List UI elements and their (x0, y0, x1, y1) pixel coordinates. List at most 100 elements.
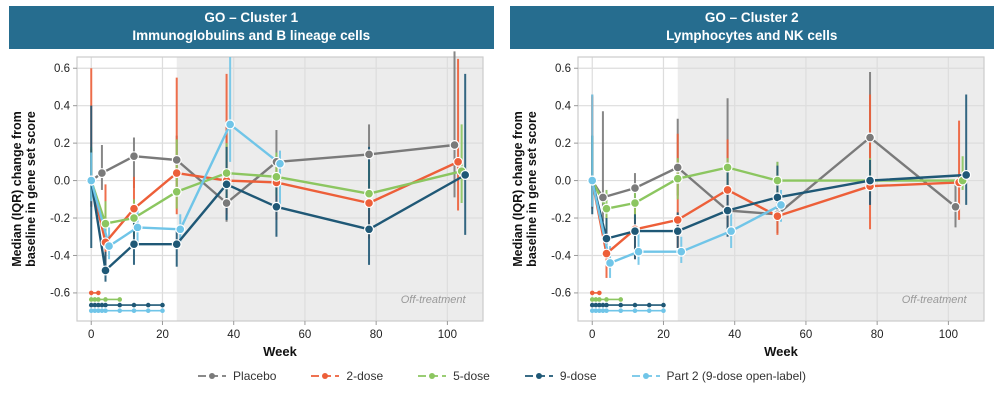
dosing-dot (131, 308, 137, 313)
series-line (590, 135, 957, 216)
series-points (86, 165, 467, 229)
legend: Placebo 2-dose 5-dose 9-dose Part 2 (9-dose … (0, 369, 1003, 383)
data-point (629, 182, 640, 193)
data-point (100, 265, 111, 276)
dosing-dot (92, 302, 98, 308)
dosing-dot (160, 302, 165, 308)
cluster2-chart: Off-treatment 0.6 0.4 0.2 0.0 -0.2 -0.4 -0.6 0 20… (511, 56, 985, 359)
data-point (171, 186, 182, 197)
panel-cluster1: GO – Cluster 1 Immunoglobulins and B lin… (9, 6, 494, 367)
data-point (128, 238, 139, 249)
legend-item-placebo: Placebo (197, 369, 276, 383)
data-point (600, 203, 611, 214)
data-point (128, 212, 139, 223)
dosing-dot (596, 296, 602, 302)
series-line (89, 160, 460, 244)
series-points (86, 119, 286, 251)
data-point (221, 167, 232, 178)
dosing-dot (117, 296, 123, 302)
x-tick-label: 80 (870, 329, 883, 341)
data-point (86, 175, 97, 186)
series-line (89, 173, 467, 272)
data-point (672, 225, 683, 236)
data-point (725, 225, 736, 236)
panel-title-line2: Immunoglobulins and B lineage cells (132, 27, 371, 43)
data-point (453, 156, 464, 167)
dosing-dot (660, 302, 666, 308)
dosing-dot (589, 308, 595, 313)
data-point (221, 178, 232, 189)
legend-dot (535, 372, 542, 379)
data-point (771, 175, 782, 186)
data-point (722, 162, 733, 173)
data-point (775, 199, 786, 210)
dosing-dot (593, 308, 598, 313)
y-tick-label: -0.2 (50, 212, 70, 224)
data-point (271, 171, 282, 182)
panel-border (76, 56, 484, 322)
y-tick-label: 0.2 (555, 138, 571, 150)
x-tick-label: 100 (938, 329, 957, 341)
x-tick-label: 40 (227, 329, 240, 341)
legend-marker-icon (311, 372, 340, 379)
cluster1-chart: Off-treatment 0.6 0.4 0.2 0.0 -0.2 -0.4 -0.6 0 20… (10, 51, 484, 359)
x-axis-label: Week (263, 344, 297, 359)
data-point (364, 188, 375, 199)
dosing-dot (646, 302, 652, 308)
dosing-schedule-row (589, 296, 623, 302)
x-tick-label: 20 (657, 329, 670, 341)
y-tick-label: 0.4 (555, 100, 572, 112)
legend-marker-icon (524, 372, 553, 379)
dosing-dot (117, 302, 123, 308)
data-point (104, 240, 115, 251)
x-tick-label: 40 (728, 329, 741, 341)
legend-label: 9-dose (559, 368, 597, 383)
data-point (175, 223, 186, 234)
data-point (672, 173, 683, 184)
dosing-dot (593, 296, 598, 302)
data-point (960, 169, 971, 180)
dosing-dot (103, 296, 108, 302)
x-tick-label: 100 (438, 329, 457, 341)
data-point (364, 148, 375, 159)
dosing-dot (88, 296, 94, 302)
dosing-schedule-row (589, 308, 666, 313)
data-point (271, 201, 282, 212)
data-point (604, 257, 615, 268)
dosing-dot (617, 302, 623, 308)
dosing-dot (131, 302, 137, 308)
dosing-dot (145, 302, 151, 308)
off-treatment-label: Off-treatment (401, 294, 467, 306)
data-point (460, 169, 471, 180)
legend-dot (209, 372, 216, 379)
x-tick-label: 80 (370, 329, 383, 341)
dosing-dot (596, 308, 602, 313)
data-point (675, 246, 686, 257)
dosing-dot (117, 308, 123, 313)
data-point (586, 175, 597, 186)
dosing-dot (99, 308, 105, 313)
figure: GO – Cluster 1 Immunoglobulins and B lin… (9, 6, 994, 367)
data-point (629, 197, 640, 208)
dosing-dot (589, 296, 595, 302)
data-point (597, 192, 608, 203)
y-tick-label: -0.2 (551, 212, 571, 224)
dosing-schedule-row (88, 296, 123, 302)
data-point (672, 162, 683, 173)
data-point (364, 223, 375, 234)
legend-label: Part 2 (9-dose open-label) (666, 368, 806, 383)
dosing-dot (96, 302, 101, 308)
data-point (600, 248, 611, 259)
panel-title-line1: GO – Cluster 1 (204, 10, 299, 25)
dosing-dot (596, 290, 602, 295)
y-tick-label: 0.6 (54, 63, 70, 75)
dosing-schedule-row (589, 290, 602, 295)
legend-item-dose2: 2-dose (310, 369, 383, 383)
dosing-dot (589, 290, 595, 295)
dosing-dot (603, 302, 609, 308)
y-tick-label: 0.0 (54, 175, 70, 187)
panel-border (576, 56, 985, 322)
dosing-dot (96, 290, 101, 295)
legend-marker-icon (418, 372, 447, 379)
y-tick-label: -0.6 (551, 287, 571, 299)
